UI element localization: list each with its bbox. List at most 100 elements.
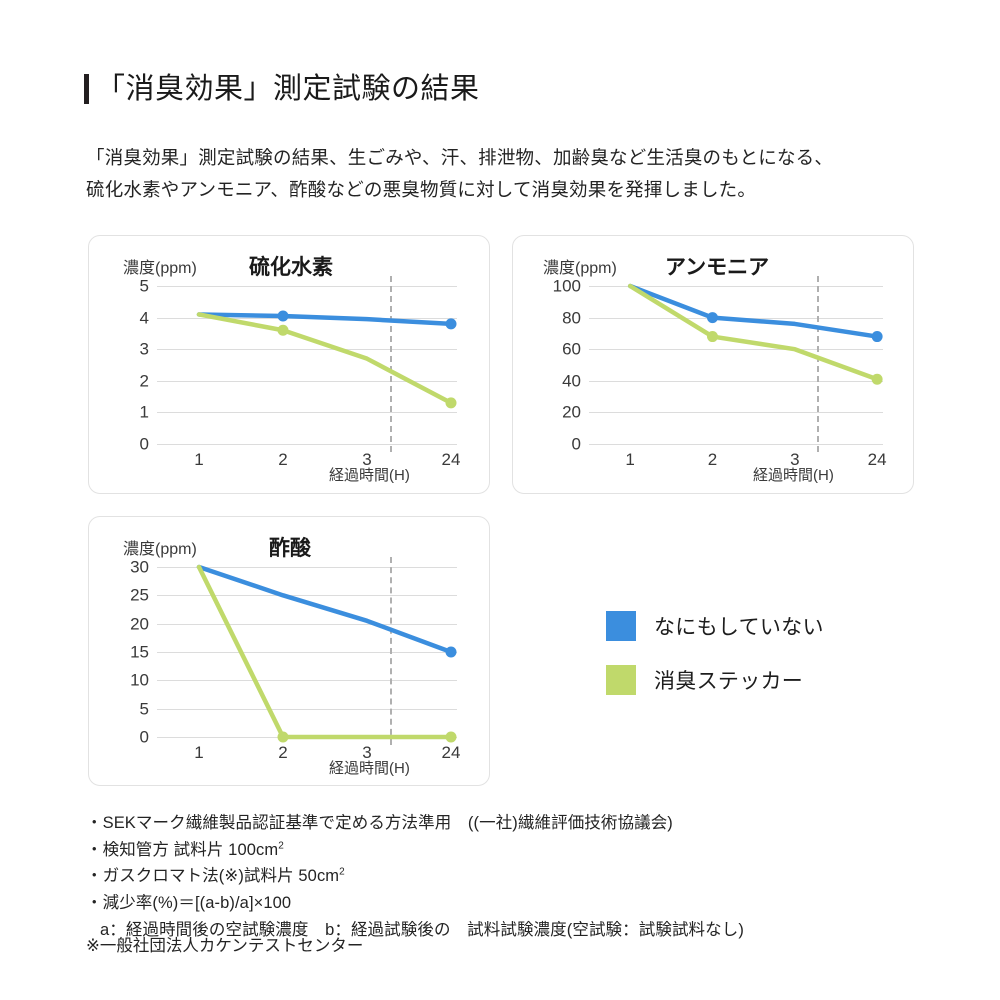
series-data-point [445, 318, 457, 330]
chart-h2s-plot: 0 1 2 3 4 5 1 2 3 24 [140, 276, 460, 468]
gridline [157, 623, 457, 625]
chart-series-layer [196, 564, 457, 743]
series-data-point [445, 397, 457, 409]
y-axis-tick-label: 0 [571, 434, 581, 454]
x-axis-tick-label: 3 [790, 450, 800, 469]
series-line [627, 283, 880, 382]
series-data-point [445, 646, 457, 658]
gridline [589, 380, 883, 382]
x-axis-tick-label: 1 [194, 743, 204, 762]
y-axis-tick-label: 100 [552, 276, 581, 296]
axis-break-dashed-line [389, 276, 392, 452]
series-data-point [277, 310, 289, 322]
footnote-line-2: ・検知管方 試料片 100cm2 [86, 837, 744, 864]
gridline [157, 380, 457, 382]
y-axis-tick-label: 3 [139, 339, 149, 359]
gridline [589, 412, 883, 414]
x-axis-tick-label: 24 [441, 743, 461, 762]
chart-ch3-xlabel: 経過時間(H) [329, 760, 410, 777]
chart-card-acetic-acid: 濃度(ppm) 酢酸 0 5 10 15 20 25 30 1 2 3 24 経過時間(H) [88, 516, 490, 786]
chart-nh3-plot: 0 20 40 60 80 100 1 2 3 24 [553, 276, 887, 468]
x-axis-tick-label: 1 [194, 450, 204, 469]
y-axis-tick-label: 10 [130, 670, 149, 690]
gridline [157, 680, 457, 682]
page-heading: 「消臭効果」測定試験の結果 [84, 74, 480, 104]
x-axis-tick-label: 2 [278, 450, 288, 469]
footnote-line-3-text: ・ガスクロマト法(※)試料片 50cm [86, 867, 340, 886]
legend-swatch-untreated [606, 611, 636, 641]
chart-series-layer [627, 283, 883, 385]
x-axis-tick-label: 3 [362, 743, 372, 762]
axis-break-dashed-line [389, 557, 392, 745]
intro-paragraph: 「消臭効果」測定試験の結果、生ごみや、汗、排泄物、加齢臭など生活臭のもとになる、… [86, 142, 966, 206]
series-line [627, 283, 880, 339]
y-axis-tick-label: 25 [130, 585, 149, 605]
chart-ch3-title: 酢酸 [269, 537, 311, 560]
chart-h2s-ylabel: 濃度(ppm) [123, 260, 197, 277]
gridline [157, 595, 457, 597]
chart-card-ammonia: 濃度(ppm) アンモニア 0 20 40 60 80 100 1 2 3 24 経過時間(H) [512, 235, 914, 494]
x-axis-tick-label: 2 [707, 450, 718, 469]
y-axis-tick-label: 0 [139, 434, 149, 454]
series-line [196, 564, 454, 740]
y-axis-tick-label: 20 [130, 614, 149, 634]
x-axis-tick-label: 1 [625, 450, 635, 469]
heading-accent-bar [84, 74, 89, 104]
chart-legend: なにもしていない 消臭ステッカー [606, 611, 824, 719]
legend-label-sticker: 消臭ステッカー [654, 670, 804, 693]
y-axis-tick-label: 80 [562, 308, 581, 328]
axis-break-dashed-line [817, 276, 820, 452]
chart-h2s-title: 硫化水素 [249, 256, 333, 279]
series-data-point [277, 324, 289, 336]
chart-ch3-plot: 0 5 10 15 20 25 30 1 2 3 24 [130, 557, 460, 761]
series-data-point [871, 331, 883, 343]
gridline [589, 286, 883, 287]
y-axis-tick-label: 2 [139, 371, 149, 391]
chart-ch3-ylabel: 濃度(ppm) [123, 541, 197, 558]
x-axis-tick-label: 3 [362, 450, 372, 469]
series-data-point [871, 373, 883, 385]
footnote-line-3: ・ガスクロマト法(※)試料片 50cm2 [86, 863, 744, 890]
chart-nh3-title: アンモニア [665, 256, 770, 279]
series-line [196, 564, 454, 655]
footnote-source: ※一般社団法人カケンテストセンター [86, 937, 364, 955]
footnotes: ・SEKマーク繊維製品認証基準で定める方法準用 ((一社)繊維評価技術協議会) … [86, 810, 744, 944]
series-data-point [706, 312, 718, 324]
series-data-point [706, 331, 718, 343]
gridline [157, 412, 457, 414]
chart-nh3-ylabel: 濃度(ppm) [543, 260, 617, 277]
series-data-point [445, 731, 457, 743]
gridline [157, 652, 457, 653]
gridline [157, 286, 457, 287]
chart-nh3-xlabel: 経過時間(H) [753, 467, 834, 484]
y-axis-tick-label: 5 [139, 699, 149, 719]
y-axis-tick-label: 4 [139, 308, 149, 328]
y-axis-tick-label: 5 [139, 276, 149, 296]
gridline [589, 444, 883, 445]
gridline [157, 708, 457, 710]
y-axis-tick-label: 1 [139, 402, 149, 422]
page-title: 「消臭効果」測定試験の結果 [96, 72, 480, 105]
chart-h2s-xlabel: 経過時間(H) [329, 467, 410, 484]
series-line [196, 312, 454, 406]
legend-item-sticker: 消臭ステッカー [606, 665, 824, 695]
footnote-line-3-sup: 2 [339, 866, 345, 878]
x-axis-tick-label: 24 [867, 450, 887, 469]
footnote-line-5: a：経過時間後の空試験濃度 b：経過試験後の 試料試験濃度(空試験：試験試料なし… [100, 920, 744, 939]
gridline [589, 349, 883, 351]
y-axis-tick-label: 0 [139, 727, 149, 747]
gridline [157, 444, 457, 445]
y-axis-tick-label: 40 [562, 371, 581, 391]
intro-line-1: 「消臭効果」測定試験の結果、生ごみや、汗、排泄物、加齢臭など生活臭のもとになる、 [86, 147, 834, 168]
y-axis-tick-label: 15 [130, 642, 149, 662]
y-axis-tick-label: 20 [562, 402, 581, 422]
legend-item-untreated: なにもしていない [606, 611, 824, 641]
series-line [196, 312, 454, 327]
y-axis-tick-label: 60 [562, 339, 581, 359]
x-axis-tick-label: 2 [278, 743, 288, 762]
footnote-line-2-text: ・検知管方 試料片 100cm [86, 840, 279, 859]
footnote-line-4: ・減少率(%)＝[(a-b)/a]×100 [86, 894, 292, 913]
chart-card-hydrogen-sulfide: 濃度(ppm) 硫化水素 0 1 2 3 4 5 1 2 3 24 経過時間(H) [88, 235, 490, 494]
series-data-point [277, 731, 289, 743]
